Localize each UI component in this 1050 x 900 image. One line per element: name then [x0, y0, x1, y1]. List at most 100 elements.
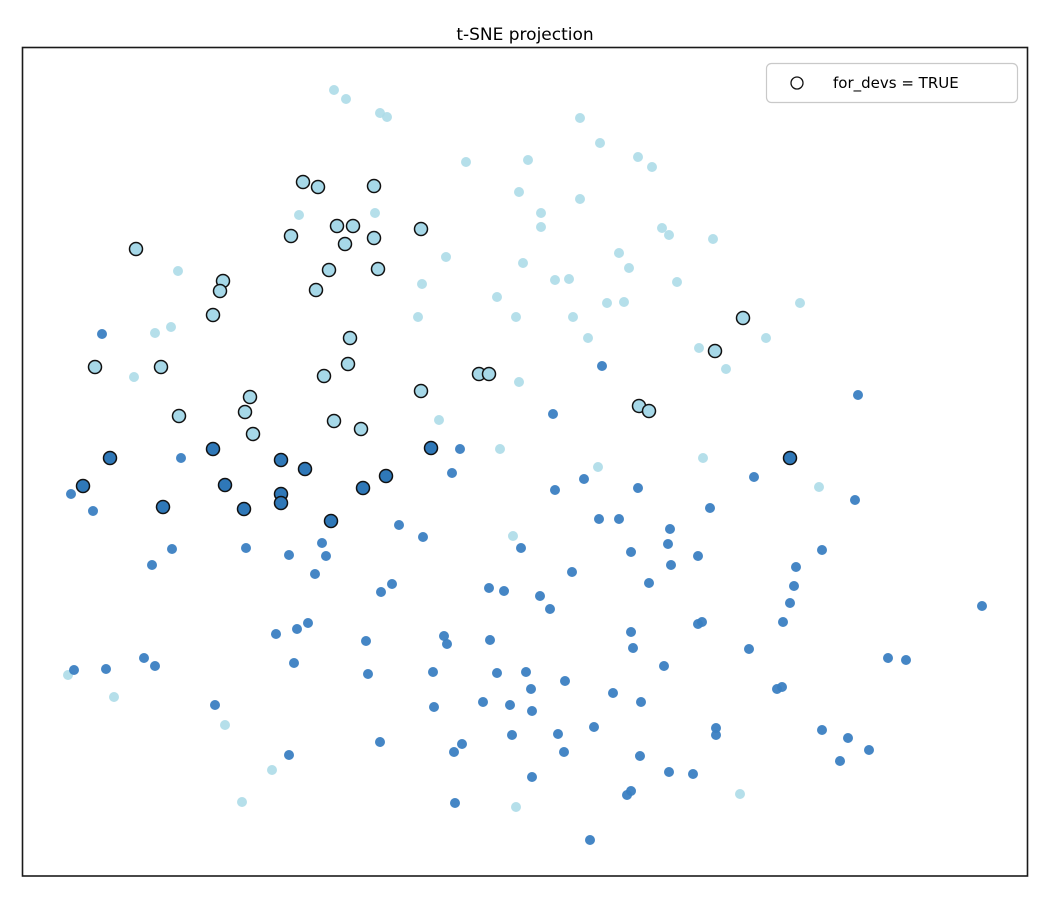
data-point: [102, 450, 118, 466]
data-point: [536, 208, 546, 218]
data-point: [721, 364, 731, 374]
data-point: [220, 720, 230, 730]
data-point: [171, 408, 187, 424]
data-point: [814, 482, 824, 492]
data-point: [450, 798, 460, 808]
data-point: [553, 729, 563, 739]
data-point: [417, 279, 427, 289]
data-point: [167, 544, 177, 554]
data-point: [447, 468, 457, 478]
data-point: [329, 218, 345, 234]
data-point: [548, 409, 558, 419]
data-point: [429, 702, 439, 712]
data-point: [363, 669, 373, 679]
data-point: [241, 543, 251, 553]
data-point: [326, 413, 342, 429]
data-point: [101, 664, 111, 674]
data-point: [672, 277, 682, 287]
data-point: [455, 444, 465, 454]
data-point: [69, 665, 79, 675]
data-point: [294, 210, 304, 220]
data-point: [761, 333, 771, 343]
data-point: [150, 661, 160, 671]
data-point: [550, 275, 560, 285]
data-point: [749, 472, 759, 482]
data-point: [514, 377, 524, 387]
data-point: [698, 453, 708, 463]
data-point: [644, 578, 654, 588]
data-point: [817, 725, 827, 735]
data-point: [657, 223, 667, 233]
series-dark-blue-for-devs: [75, 440, 798, 529]
data-point: [88, 506, 98, 516]
data-point: [439, 631, 449, 641]
data-point: [387, 579, 397, 589]
legend-open-circle-icon: [790, 76, 804, 90]
data-point: [210, 700, 220, 710]
data-point: [139, 653, 149, 663]
data-point: [589, 722, 599, 732]
scatter-points-layer: [63, 85, 987, 845]
data-point: [508, 531, 518, 541]
data-point: [423, 440, 439, 456]
data-point: [310, 569, 320, 579]
data-point: [568, 312, 578, 322]
data-point: [527, 706, 537, 716]
data-point: [835, 756, 845, 766]
data-point: [484, 583, 494, 593]
data-point: [593, 462, 603, 472]
data-point: [495, 444, 505, 454]
data-point: [267, 765, 277, 775]
data-point: [711, 723, 721, 733]
data-point: [633, 483, 643, 493]
data-point: [87, 359, 103, 375]
data-point: [205, 307, 221, 323]
data-point: [635, 751, 645, 761]
legend-box: [765, 62, 1019, 104]
data-point: [66, 489, 76, 499]
data-point: [521, 667, 531, 677]
data-point: [418, 532, 428, 542]
data-point: [441, 252, 451, 262]
data-point: [341, 94, 351, 104]
data-point: [636, 697, 646, 707]
data-point: [514, 187, 524, 197]
data-point: [641, 403, 657, 419]
data-point: [626, 547, 636, 557]
data-point: [361, 636, 371, 646]
data-point: [485, 635, 495, 645]
data-point: [297, 461, 313, 477]
data-point: [434, 415, 444, 425]
data-point: [366, 178, 382, 194]
data-point: [560, 676, 570, 686]
data-point: [153, 359, 169, 375]
data-point: [284, 750, 294, 760]
data-point: [608, 688, 618, 698]
data-point: [329, 85, 339, 95]
data-point: [355, 480, 371, 496]
data-point: [527, 772, 537, 782]
data-point: [901, 655, 911, 665]
data-point: [109, 692, 119, 702]
data-point: [559, 747, 569, 757]
data-point: [295, 174, 311, 190]
data-point: [785, 598, 795, 608]
data-point: [353, 421, 369, 437]
data-point: [977, 601, 987, 611]
data-point: [310, 179, 326, 195]
data-point: [707, 343, 723, 359]
data-point: [594, 514, 604, 524]
data-point: [337, 236, 353, 252]
data-point: [376, 587, 386, 597]
data-point: [659, 661, 669, 671]
data-point: [316, 368, 332, 384]
data-point: [850, 495, 860, 505]
data-point: [550, 485, 560, 495]
data-point: [694, 343, 704, 353]
legend: for_devs = TRUE: [765, 62, 1019, 104]
data-point: [663, 539, 673, 549]
data-point: [602, 298, 612, 308]
data-point: [321, 551, 331, 561]
data-point: [317, 538, 327, 548]
